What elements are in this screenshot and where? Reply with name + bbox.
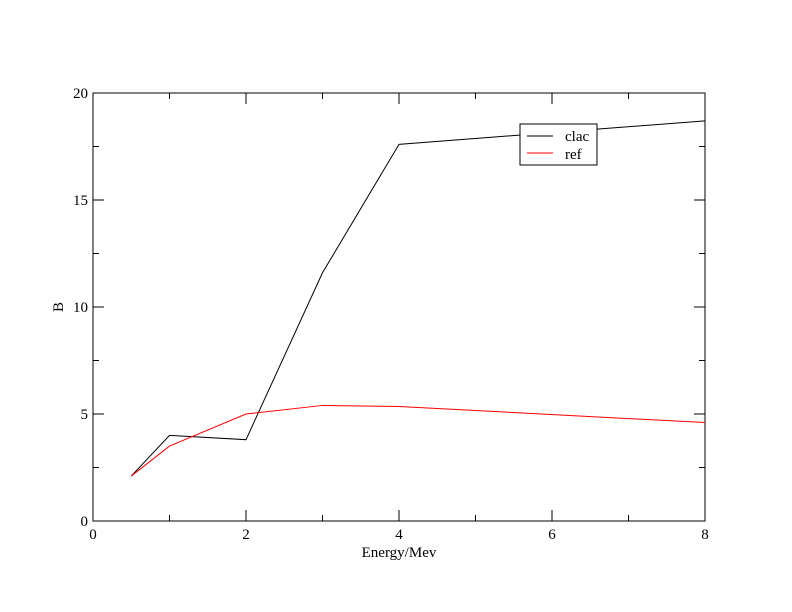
legend-box	[519, 123, 598, 166]
y-tick-label: 5	[81, 407, 89, 423]
y-tick-label: 15	[73, 193, 88, 209]
axis-ticks	[92, 92, 706, 522]
y-axis-label: B	[51, 302, 67, 312]
plot-frame	[92, 92, 706, 522]
legend-label-clac: clac	[565, 129, 589, 145]
series-line-clac	[130, 120, 706, 477]
legend: clac ref	[519, 123, 598, 166]
x-tick-label: 2	[242, 527, 250, 543]
y-tick-label: 10	[73, 300, 88, 316]
y-tick-label: 20	[73, 86, 88, 102]
tick-labels: 0 2 4 6 8 0 5 10 15 20	[73, 86, 709, 543]
x-tick-label: 4	[395, 527, 403, 543]
series-line-ref	[130, 404, 706, 477]
x-axis-label: Energy/Mev	[362, 545, 437, 561]
x-tick-label: 0	[89, 527, 97, 543]
x-tick-label: 6	[548, 527, 556, 543]
series-lines	[130, 120, 706, 477]
y-tick-label: 0	[81, 514, 89, 530]
legend-label-ref: ref	[565, 147, 582, 163]
x-tick-label: 8	[701, 527, 709, 543]
